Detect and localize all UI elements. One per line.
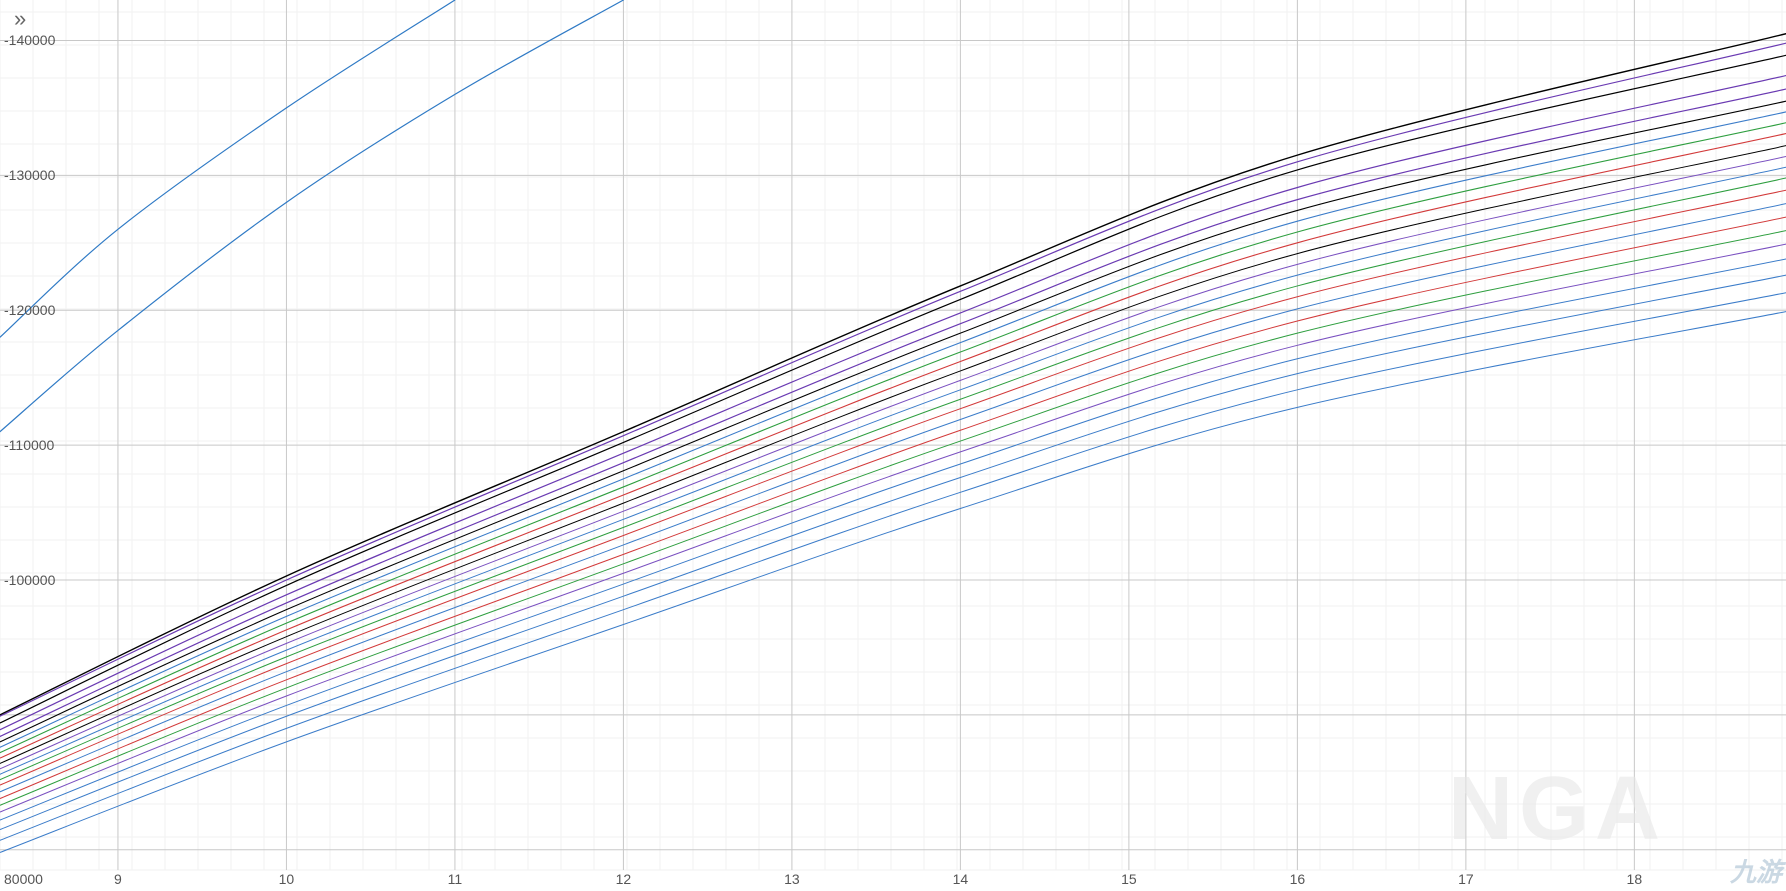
- y-tick-label: -140000: [4, 32, 55, 48]
- line-chart: [0, 0, 1786, 891]
- y-tick-label: -110000: [4, 437, 54, 453]
- x-tick-label: 15: [1121, 871, 1137, 887]
- x-tick-label: 14: [953, 871, 969, 887]
- y-tick-label: -130000: [4, 167, 55, 183]
- x-tick-label: 11: [448, 871, 463, 887]
- x-tick-label: 10: [279, 871, 295, 887]
- x-tick-label: 9: [114, 871, 122, 887]
- x-tick-label: 16: [1290, 871, 1306, 887]
- y-tick-label: -100000: [4, 572, 55, 588]
- x-tick-label: 18: [1627, 871, 1643, 887]
- expand-panel-icon[interactable]: »: [14, 6, 26, 32]
- x-tick-label: 12: [616, 871, 632, 887]
- y-tick-label: -120000: [4, 302, 55, 318]
- x-tick-label: 13: [784, 871, 800, 887]
- y-tick-label-80000: 80000: [4, 871, 43, 887]
- x-tick-label: 17: [1458, 871, 1474, 887]
